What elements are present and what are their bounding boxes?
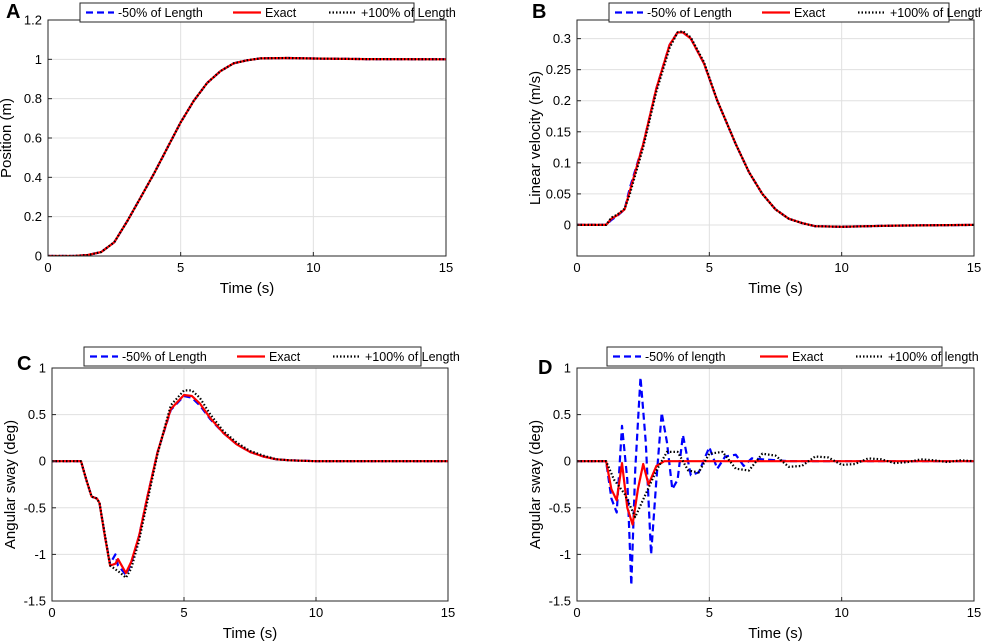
axes-box: [576, 367, 975, 602]
legend-entry-label: +100% of length: [888, 350, 979, 364]
legend-entry-label: Exact: [792, 350, 824, 364]
y-tick-label: 0: [39, 454, 46, 469]
x-axis-label: Time (s): [748, 280, 802, 297]
series-line-dotted: [52, 389, 448, 579]
y-tick-label: 0.6: [24, 131, 42, 146]
panel-label: A: [6, 1, 20, 23]
series-line-dotted: [577, 450, 974, 519]
chart-panel-A: 0 5 10 15 0 0.2 0.4 0.6 0.8 1 1.2 Time (s) Position …: [0, 1, 456, 297]
y-tick-label: 0.2: [553, 93, 571, 108]
x-tick-label: 0: [48, 605, 55, 620]
x-tick-label: 5: [706, 260, 713, 275]
x-tick-label: 15: [967, 260, 981, 275]
legend-entry-label: Exact: [269, 350, 301, 364]
x-tick-label: 5: [177, 260, 184, 275]
y-tick-label: -0.5: [24, 500, 46, 515]
y-axis-label: Position (m): [0, 98, 15, 178]
x-axis-label: Time (s): [220, 280, 274, 297]
y-axis-label: Linear velocity (m/s): [527, 71, 544, 205]
y-tick-label: 0.05: [546, 186, 571, 201]
plot-area: [577, 20, 974, 256]
legend-entry-label: -50% of Length: [122, 350, 207, 364]
y-tick-label: 0.2: [24, 209, 42, 224]
y-axis-label: Angular sway (deg): [2, 420, 19, 549]
y-tick-label: 0: [35, 249, 42, 264]
x-axis-label: Time (s): [223, 625, 277, 642]
y-tick-label: -1.5: [24, 594, 46, 609]
y-tick-label: 0.3: [553, 31, 571, 46]
y-tick-label: -1.5: [549, 594, 571, 609]
x-tick-label: 5: [180, 605, 187, 620]
chart-panel-D: 0 5 10 15 -1.5 -1 -0.5 0 0.5 1 Time (s) Angular swa…: [527, 346, 981, 642]
y-tick-label: -1: [559, 547, 571, 562]
y-tick-label: 0.25: [546, 62, 571, 77]
y-tick-label: 0.15: [546, 124, 571, 139]
legend: -50% of Length Exact +100% of Length: [608, 2, 982, 23]
plot-area: [577, 368, 974, 601]
legend: -50% of length Exact +100% of length: [606, 346, 979, 367]
series-line-dotted: [48, 56, 446, 256]
legend-entry-label: -50% of Length: [647, 6, 732, 20]
series-line-solid: [577, 460, 974, 526]
x-tick-label: 0: [44, 260, 51, 275]
legend: -50% of Length Exact +100% of Length: [79, 2, 456, 23]
y-tick-label: 0.1: [553, 155, 571, 170]
x-tick-label: 0: [573, 260, 580, 275]
legend-entry-label: +100% of Length: [361, 6, 456, 20]
chart-panel-B: 0 5 10 15 0 0.05 0.1 0.15 0.2 0.25 0.3 Time (s) Line…: [527, 1, 982, 297]
y-tick-label: 0.4: [24, 170, 42, 185]
legend-entry-label: Exact: [265, 6, 297, 20]
y-tick-label: 0.5: [553, 407, 571, 422]
x-tick-label: 0: [573, 605, 580, 620]
x-tick-label: 10: [834, 605, 848, 620]
y-tick-label: 1: [39, 361, 46, 376]
panel-label: D: [538, 357, 552, 379]
y-tick-label: 0.5: [28, 407, 46, 422]
x-axis-label: Time (s): [748, 625, 802, 642]
x-tick-label: 10: [306, 260, 320, 275]
y-tick-label: 1.2: [24, 13, 42, 28]
y-tick-label: 0.8: [24, 91, 42, 106]
legend-entry-label: Exact: [794, 6, 826, 20]
y-axis-label: Angular sway (deg): [527, 420, 544, 549]
panel-label: B: [532, 1, 546, 23]
x-tick-label: 15: [967, 605, 981, 620]
legend-entry-label: -50% of Length: [118, 6, 203, 20]
y-tick-label: -1: [34, 547, 46, 562]
y-tick-label: -0.5: [549, 500, 571, 515]
legend: -50% of Length Exact +100% of Length: [83, 346, 460, 367]
x-tick-label: 10: [834, 260, 848, 275]
legend-entry-label: -50% of length: [645, 350, 726, 364]
y-tick-label: 0: [564, 217, 571, 232]
series-line-dotted: [577, 30, 974, 228]
x-tick-label: 10: [309, 605, 323, 620]
x-tick-label: 15: [439, 260, 453, 275]
axes-box: [51, 367, 449, 602]
y-tick-label: 1: [564, 361, 571, 376]
legend-entry-label: +100% of Length: [365, 350, 460, 364]
x-tick-label: 5: [706, 605, 713, 620]
x-tick-label: 15: [441, 605, 455, 620]
y-tick-label: 0: [564, 454, 571, 469]
legend-entry-label: +100% of Length: [890, 6, 982, 20]
chart-panel-C: 0 5 10 15 -1.5 -1 -0.5 0 0.5 1 Time (s) Angular swa…: [2, 346, 460, 642]
y-tick-label: 1: [35, 52, 42, 67]
series-line-dashed: [577, 376, 974, 587]
panel-label: C: [17, 353, 31, 375]
